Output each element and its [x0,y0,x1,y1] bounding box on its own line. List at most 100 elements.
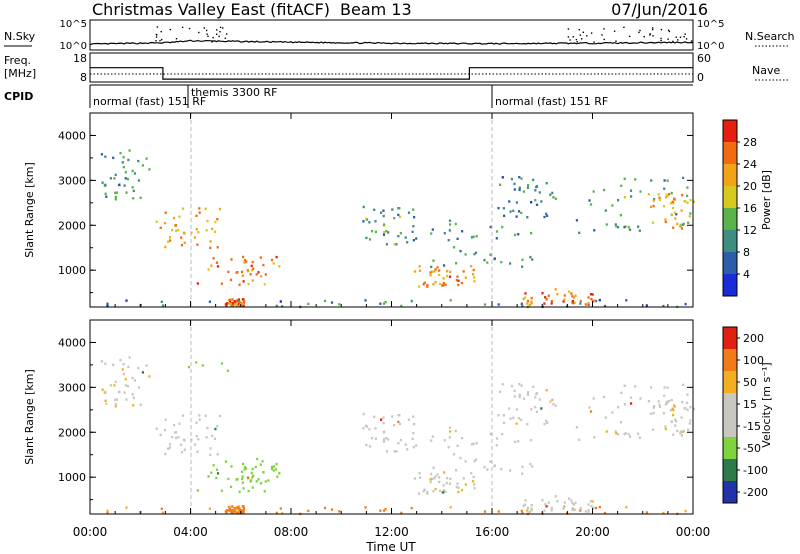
velocity-cell [605,430,608,433]
power-cell [380,211,383,214]
velocity-cell [634,385,637,388]
velocity-cell [579,509,582,512]
velocity-cell [499,390,502,393]
velocity-cell [445,481,448,485]
velocity-cell [501,432,504,436]
velocity-cell [604,416,607,419]
power-cell [272,262,275,265]
velocity-cell [406,448,409,451]
power-cell [382,302,386,305]
power-cell [513,182,516,186]
power-cell [125,191,128,194]
power-cell [530,201,533,204]
velocity-cell [241,509,244,512]
velocity-cell [114,402,117,406]
velocity-cell [538,398,541,401]
power-cell [279,300,282,303]
velocity-cell [198,418,201,421]
power-cell [457,279,460,282]
velocity-cell [127,365,130,369]
velocity-cell [671,407,674,410]
power-cell [489,225,492,229]
power-cell [579,299,582,303]
power-cell [462,270,465,273]
velocity-cell [400,511,403,515]
colorbar-segment [723,274,737,297]
power-cell [470,236,474,239]
power-cell [493,257,496,260]
velocity-colorbar-label: Velocity [m s⁻¹] [760,362,773,447]
velocity-cell [470,472,473,475]
nsearch-point [629,35,631,38]
colorbar-tick-label: -200 [743,486,768,499]
velocity-cell [432,490,435,493]
cpid-segment-label: normal (fast) 151 RF [495,95,608,108]
power-cell [413,216,416,219]
velocity-cell [122,372,125,376]
power-cell [531,258,534,261]
power-cell [672,206,675,210]
velocity-cell [483,465,486,469]
power-cell [209,240,212,243]
velocity-cell [486,468,489,471]
velocity-cell [689,419,692,422]
power-cell [658,198,662,201]
power-cell [281,305,284,308]
velocity-cell [509,417,512,420]
power-cell [662,304,665,308]
power-cell [503,214,506,217]
velocity-cell [684,509,687,513]
power-cell [368,238,372,241]
velocity-cell [224,460,227,463]
power-cell [472,268,475,272]
power-cell [252,267,255,270]
power-cell [486,261,489,264]
velocity-cell [240,477,244,481]
velocity-cell [104,362,107,365]
power-cell [230,304,233,308]
velocity-cell [647,400,650,403]
chart-title: Christmas Valley East (fitACF) [92,0,330,19]
velocity-cell [411,437,414,440]
velocity-cell [242,487,245,490]
velocity-cell [330,508,334,511]
nsearch-point [203,27,205,29]
power-cell [362,220,365,223]
power-colorbar-label: Power [dB] [760,170,773,230]
power-cell [666,195,669,198]
velocity-cell [374,437,377,440]
power-cell [664,220,667,224]
power-cell [122,165,125,169]
velocity-cell [545,419,548,422]
nsky-search-dots [155,26,693,44]
power-cell [535,185,539,188]
power-cell [588,199,591,202]
velocity-cell [651,428,655,431]
velocity-cell [637,432,640,435]
freq-panel: Freq. [MHz] 18 8 60 0 Nave [4,52,790,84]
power-cell [663,187,666,190]
power-cell [526,216,529,219]
power-cell [397,235,400,238]
velocity-cell [380,418,383,421]
power-cell [593,229,596,232]
velocity-cell [639,397,642,400]
power-cell [183,232,186,235]
power-cell [175,229,178,233]
velocity-cell [275,462,278,466]
velocity-cell [503,421,506,424]
velocity-cell [473,459,476,463]
velocity-cell [197,438,200,441]
velocity-cell [673,404,676,407]
velocity-cell [382,416,385,419]
nsearch-point [667,29,670,31]
power-cell [180,244,184,247]
velocity-cell [225,509,229,512]
velocity-cell [495,437,499,440]
velocity-cell [338,510,341,513]
power-cell [227,270,230,274]
power-cell [483,303,487,306]
velocity-cell [592,397,595,400]
power-cell [412,225,415,228]
nsearch-point [615,40,617,42]
